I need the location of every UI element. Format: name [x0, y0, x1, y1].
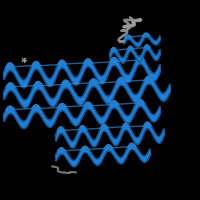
Polygon shape	[4, 56, 160, 88]
Polygon shape	[110, 45, 160, 63]
Polygon shape	[4, 100, 160, 128]
Polygon shape	[56, 122, 164, 148]
Polygon shape	[4, 76, 170, 108]
Polygon shape	[56, 143, 150, 167]
Polygon shape	[124, 33, 160, 47]
